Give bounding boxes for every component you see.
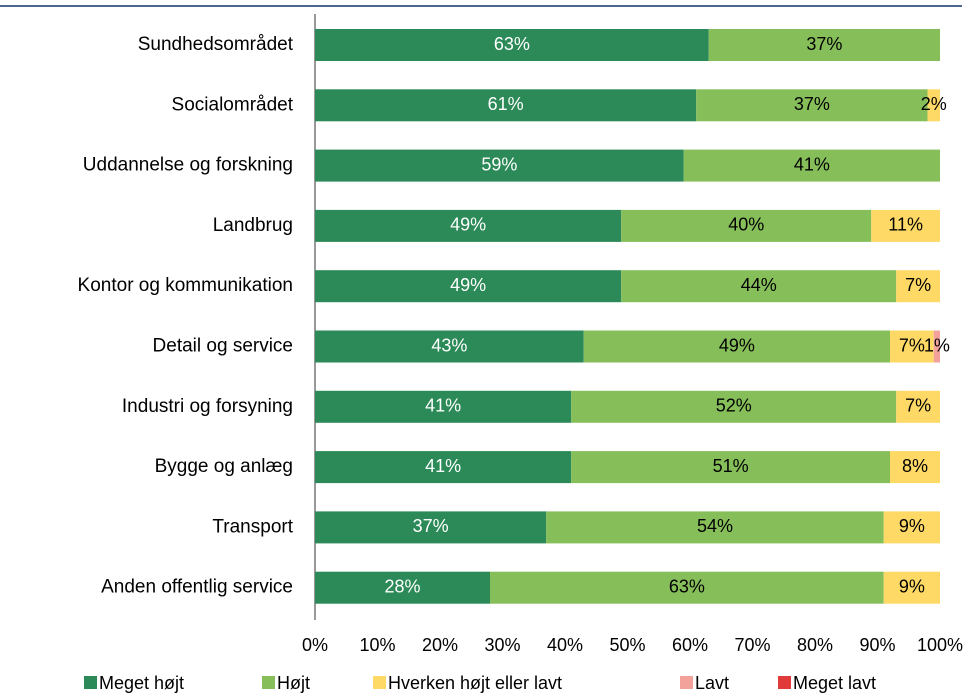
bar-segment [315,270,622,303]
data-label: 37% [806,34,842,54]
data-label: 7% [905,275,931,295]
bar-segment [890,451,940,484]
bar-segment [583,330,890,363]
data-label: 7% [905,396,931,416]
bar-segment [571,451,890,484]
bar-segment [883,511,940,544]
bar-segment [927,89,940,122]
data-label: 59% [481,154,517,174]
bar-segment [683,149,940,182]
bar-segment [315,330,584,363]
bar-segment [896,390,940,423]
x-tick-label: 90% [859,635,895,655]
bar-segment [315,29,709,61]
data-label: 37% [794,94,830,114]
data-label: 1% [924,335,950,355]
category-label: Socialområdet [172,94,294,115]
category-label: Uddannelse og forskning [83,155,293,176]
data-label: 2% [921,94,947,114]
legend-label: Højt [277,673,310,693]
bar-segment [621,270,897,303]
x-tick-label: 40% [547,635,583,655]
data-label: 28% [384,576,420,596]
data-label: 63% [494,34,530,54]
data-label: 49% [450,215,486,235]
category-label: Anden offentlig service [101,577,293,598]
x-tick-label: 20% [422,635,458,655]
data-label: 49% [450,275,486,295]
category-label: Kontor og kommunikation [78,275,293,296]
x-tick-label: 60% [672,635,708,655]
legend-label: Meget lavt [793,673,876,693]
x-tick-label: 100% [917,635,963,655]
bar-segment [883,571,940,604]
x-tick-label: 0% [302,635,328,655]
data-label: 37% [413,516,449,536]
category-label: Sundhedsområdet [138,34,294,55]
bar-segment [890,330,934,363]
bar-segment [315,571,490,604]
bar-segment [571,390,897,423]
data-label: 44% [741,275,777,295]
bar-segment [315,149,684,182]
data-label: 41% [425,396,461,416]
bar-segment [315,390,572,423]
data-label: 11% [888,215,923,235]
category-label: Landbrug [213,215,293,236]
bar-segment [896,270,940,303]
legend-label: Hverken højt eller lavt [388,673,562,693]
category-label: Bygge og anlæg [155,456,293,477]
data-label: 63% [669,576,705,596]
legend-swatch [262,676,275,689]
bar-segment [621,209,872,242]
bar-segment [871,209,940,242]
data-label: 40% [728,215,764,235]
x-tick-label: 70% [734,635,770,655]
data-label: 61% [488,94,524,114]
data-label: 54% [697,516,733,536]
category-label: Detail og service [153,336,293,357]
bar-segment [708,29,940,61]
data-label: 9% [899,516,925,536]
data-label: 52% [716,396,752,416]
legend-swatch [778,676,791,689]
legend-swatch [84,676,97,689]
legend-swatch [373,676,386,689]
legend-swatch [680,676,693,689]
category-label: Transport [212,516,293,537]
data-label: 51% [713,456,749,476]
x-tick-label: 50% [609,635,645,655]
bar-segment [696,89,928,122]
bar-segment [315,209,622,242]
data-label: 43% [431,335,467,355]
bar-segment [933,330,940,363]
bar-segment [490,571,884,604]
x-tick-label: 80% [797,635,833,655]
bar-segment [546,511,884,544]
x-tick-label: 30% [484,635,520,655]
data-label: 49% [719,335,755,355]
data-label: 7% [899,335,925,355]
data-label: 41% [794,154,830,174]
legend-label: Lavt [695,673,729,693]
legend-label: Meget højt [99,673,184,693]
bar-segment [315,451,572,484]
x-tick-label: 10% [359,635,395,655]
category-label: Industri og forsyning [122,396,293,417]
data-label: 9% [899,576,925,596]
bar-segment [315,511,547,544]
bar-segment [315,89,697,122]
data-label: 8% [902,456,928,476]
data-label: 41% [425,456,461,476]
